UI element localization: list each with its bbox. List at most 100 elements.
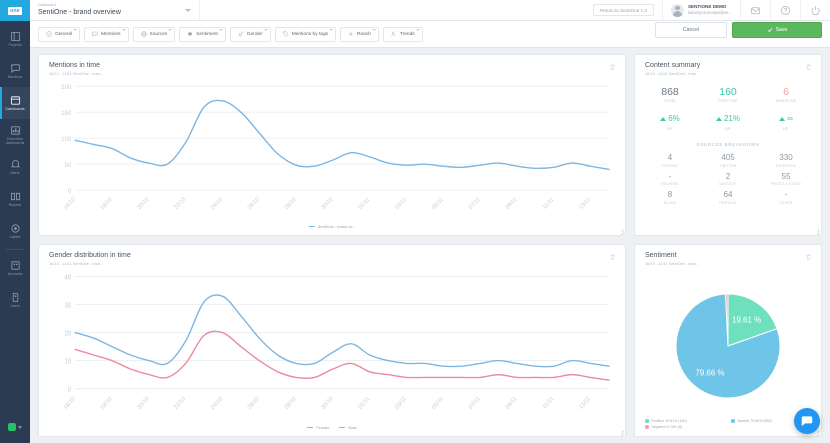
sidebar-item-label: Accounts <box>7 271 23 276</box>
svg-text:07/11: 07/11 <box>468 396 481 411</box>
reports-icon <box>10 192 20 200</box>
svg-text:03/11: 03/11 <box>394 197 407 211</box>
chevron-down-icon <box>121 28 126 31</box>
legend-label: Neutral 79.66% (650) <box>737 419 772 423</box>
tab-mentions-by-tags[interactable]: Mentions by tags <box>274 26 337 42</box>
chat-support-button[interactable] <box>794 408 820 434</box>
stat-caption: POSITIVE <box>718 99 738 104</box>
svg-text:50: 50 <box>64 162 71 169</box>
card-sentiment: Sentiment 16/10 - 14/11 SentiOne - bran.… <box>634 244 822 437</box>
svg-text:30/10: 30/10 <box>321 197 335 211</box>
tab-label: Gender <box>246 31 263 37</box>
heart-icon <box>188 32 193 36</box>
delete-widget-button[interactable] <box>805 253 812 261</box>
svg-text:01/11: 01/11 <box>358 396 371 411</box>
card-header: Content summary 16/10 - 14/11 SentiOne -… <box>635 55 821 80</box>
save-button-label: Save <box>775 27 788 33</box>
svg-text:09/11: 09/11 <box>505 396 518 411</box>
svg-text:07/11: 07/11 <box>468 197 481 211</box>
delta-caption: UP <box>783 127 789 132</box>
resize-handle[interactable] <box>618 228 624 234</box>
sidebar-item-executive-dashboards[interactable]: Executive dashboards <box>0 119 30 151</box>
card-header: Sentiment 16/10 - 14/11 SentiOne - bran.… <box>635 245 821 270</box>
card-subtitle: 16/10 - 14/11 SentiOne - bran... <box>49 71 104 77</box>
delete-widget-button[interactable] <box>609 63 616 71</box>
sidebar-item-reports[interactable]: Reports <box>0 183 30 215</box>
source-reviews: - REVIEWS <box>641 172 699 187</box>
power-icon <box>811 5 820 15</box>
app-logo-text: one <box>8 6 22 15</box>
legend-item[interactable]: SentiOne - brand ov... <box>308 224 355 229</box>
legend-item-positive[interactable]: Positive 19.61% (160) <box>645 419 721 423</box>
alerts-icon <box>10 159 20 168</box>
mail-button[interactable] <box>740 0 770 20</box>
svg-text:30: 30 <box>64 302 71 309</box>
tab-general[interactable]: General <box>38 26 81 42</box>
cancel-button[interactable]: Cancel <box>655 22 727 38</box>
delta-value-wrap: 6% <box>660 114 680 124</box>
source-caption: PORTALS <box>719 200 737 205</box>
delete-widget-button[interactable] <box>609 253 616 261</box>
sidebar-item-projects[interactable]: Projects <box>0 23 30 55</box>
tab-reach[interactable]: Reach <box>340 26 379 42</box>
tab-label: Sources <box>149 31 168 37</box>
legend-swatch-icon <box>731 419 735 423</box>
logout-button[interactable] <box>800 0 830 20</box>
stat-value: 6 <box>783 86 789 99</box>
sidebar-item-accounts[interactable]: Accounts <box>0 252 30 284</box>
legend-item-negative[interactable]: Negative 0.74% (6) <box>645 425 721 429</box>
stat-negative: 6 NEGATIVE <box>757 86 815 103</box>
sidebar-item-users[interactable]: Users <box>0 284 30 316</box>
summary-stats-row: 868 TOTAL 160 POSITIVE 6 NEGATIVE <box>635 80 821 103</box>
pie-legend: Positive 19.61% (160) Neutral 79.66% (65… <box>635 419 821 436</box>
svg-text:150: 150 <box>61 110 72 117</box>
card-title: Mentions in time <box>49 62 100 69</box>
save-button[interactable]: Save <box>732 22 822 38</box>
stat-total: 868 TOTAL <box>641 86 699 103</box>
card-header: Mentions in time 16/10 - 14/11 SentiOne … <box>39 55 625 80</box>
dashboards-icon <box>10 96 20 105</box>
tab-label: Sentiment <box>196 31 218 37</box>
tab-sentiment[interactable]: Sentiment <box>179 26 226 42</box>
mentions-icon <box>10 64 20 73</box>
return-to-v1-button[interactable]: Return to SentiOne 1.0 <box>592 4 654 16</box>
tab-mentions[interactable]: Mentions <box>84 26 129 42</box>
chevron-down-icon <box>415 28 420 31</box>
left-column: Mentions in time 16/10 - 14/11 SentiOne … <box>38 54 626 437</box>
tab-gender[interactable]: Gender <box>229 26 271 42</box>
executive-dashboards-icon <box>10 126 20 135</box>
tab-trends[interactable]: Trends <box>382 26 423 42</box>
legend-item[interactable]: Female <box>307 425 329 430</box>
delta-value: 6% <box>668 114 680 124</box>
status-indicator[interactable] <box>0 423 30 431</box>
delta-value: ∞ <box>787 114 793 124</box>
legend-item-neutral[interactable]: Neutral 79.66% (650) <box>731 419 807 423</box>
topbar: Dashboard SentiOne - brand overview Retu… <box>30 0 830 21</box>
card-title: Gender distribution in time <box>49 252 131 259</box>
resize-handle[interactable] <box>814 228 820 234</box>
help-icon <box>780 5 791 15</box>
svg-text:24/10: 24/10 <box>210 396 224 411</box>
svg-text:20: 20 <box>64 330 71 337</box>
delete-widget-button[interactable] <box>805 63 812 71</box>
delta-positive: 21% UP <box>699 108 757 131</box>
projects-icon <box>10 31 20 41</box>
dashboard-selector[interactable]: Dashboard SentiOne - brand overview <box>30 0 200 20</box>
sidebar-item-alerts[interactable]: Alerts <box>0 151 30 183</box>
resize-handle[interactable] <box>618 429 624 435</box>
help-button[interactable] <box>770 0 800 20</box>
status-dot-icon <box>8 423 16 431</box>
svg-text:28/10: 28/10 <box>284 197 298 211</box>
user-menu[interactable]: SENTIONE DEMO katarzyna.kempa@se... <box>661 0 740 20</box>
svg-text:18/10: 18/10 <box>100 396 114 411</box>
chevron-down-icon <box>218 28 223 31</box>
app-logo[interactable]: one <box>0 0 30 21</box>
legend-item[interactable]: Male <box>339 425 357 430</box>
svg-text:09/11: 09/11 <box>505 197 518 211</box>
tab-sources[interactable]: Sources <box>132 26 176 42</box>
sidebar-item-dashboards[interactable]: Dashboards <box>0 87 30 119</box>
delta-negative: ∞ UP <box>757 108 815 131</box>
sidebar-item-mentions[interactable]: Mentions <box>0 55 30 87</box>
sidebar-item-labels[interactable]: Labels <box>0 215 30 247</box>
svg-text:13/11: 13/11 <box>579 396 592 411</box>
